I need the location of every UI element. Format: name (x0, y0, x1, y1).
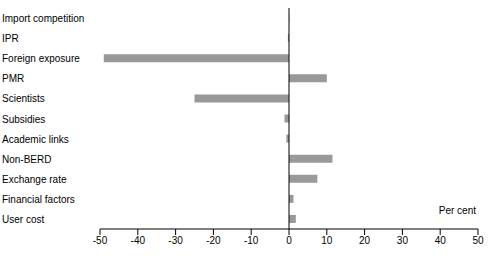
svg-text:Foreign exposure: Foreign exposure (8, 53, 80, 64)
svg-text:IPR: IPR (8, 33, 19, 44)
svg-text:0: 0 (286, 235, 292, 246)
svg-text:40: 40 (435, 235, 447, 246)
svg-text:Financial factors: Financial factors (8, 194, 75, 205)
svg-text:Subsidies: Subsidies (8, 114, 45, 125)
svg-text:-40: -40 (131, 235, 146, 246)
svg-text:50: 50 (472, 235, 484, 246)
svg-text:PMR: PMR (8, 73, 24, 84)
svg-text:Non-BERD: Non-BERD (8, 154, 51, 165)
svg-text:User cost: User cost (8, 214, 44, 225)
svg-text:30: 30 (397, 235, 409, 246)
svg-text:-30: -30 (168, 235, 183, 246)
svg-text:20: 20 (359, 235, 371, 246)
svg-text:Import competition: Import competition (8, 13, 84, 24)
svg-text:Academic links: Academic links (8, 134, 69, 145)
svg-text:-20: -20 (206, 235, 221, 246)
svg-text:-10: -10 (244, 235, 259, 246)
svg-text:Scientists: Scientists (8, 93, 45, 104)
svg-text:-50: -50 (93, 235, 108, 246)
html-text:Per cent: Per cent (438, 205, 476, 216)
svg-text:10: 10 (321, 235, 333, 246)
svg-text:Exchange rate: Exchange rate (8, 174, 67, 185)
